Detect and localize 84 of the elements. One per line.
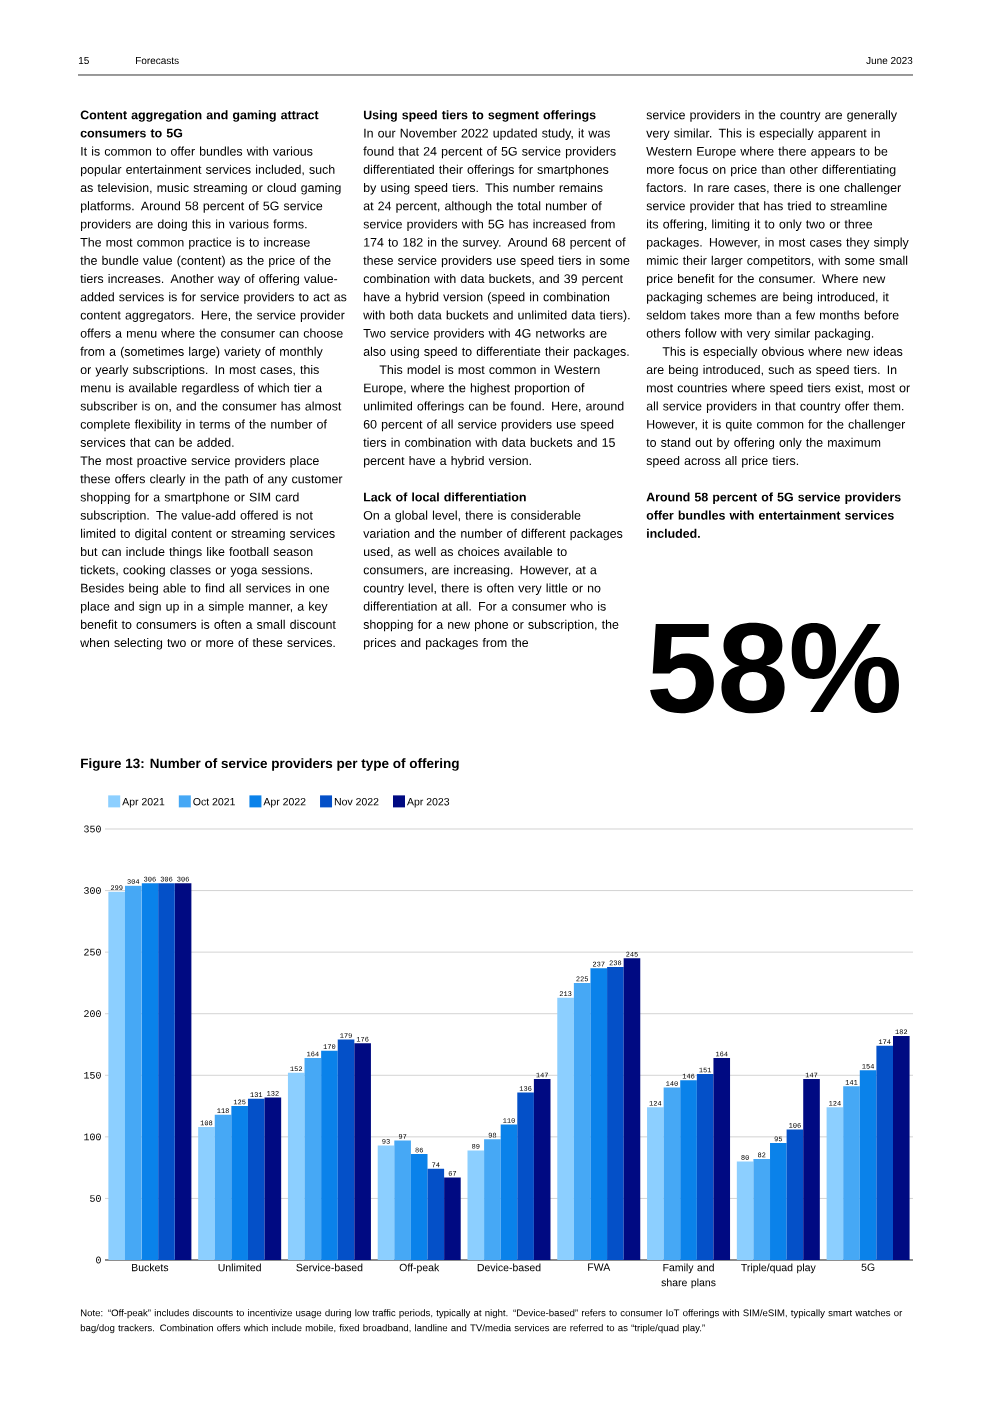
bar (158, 883, 175, 1260)
bar (859, 1070, 877, 1260)
x-tick-label: Triple/quad play (741, 1263, 816, 1274)
text: It is common to offer bundles with various popular entertainment services included, such as television, music streaming or cloud gaming platforms. Around 58 percent of 5G service providers are doing this in various forms. The most common practice is to increase the bundle value (content) as the price of the tiers increases. Another way of offering value-added services is for service providers to act as content aggregators. Here, the service provider offers a menu where the consumer can choose from a (sometimes large) variety of monthly or yearly subscriptions. In most cases, this menu is available regardless of which tier a subscriber is on, and the consumer has almost complete flexibility in terms of the number of services that can be added. (80, 146, 347, 447)
bar (394, 1140, 411, 1260)
text: Forecasts (136, 57, 179, 65)
legend-label: Apr 2021 (122, 797, 165, 808)
bar (517, 1092, 534, 1260)
text: Around 58 percent of 5G service providers offer bundles with entertainment services included. (646, 492, 901, 538)
bar (803, 1078, 820, 1260)
text: The most proactive service providers place these offers clearly in the path of any customer shopping for a smartphone or SIM card subscription. The value-add offered is not limited to digital content or streaming services but can include things like football season tickets, cooking classes or yoga sessions. Besides being able to find all services in one place and sign up in a simple manner, a key benefit to consumers is often a small discount when selecting two or more of these services. (80, 455, 343, 650)
bar (214, 1114, 232, 1260)
bar (287, 1072, 305, 1260)
bar (713, 1058, 731, 1260)
text: 15 (78, 57, 89, 65)
bar (623, 958, 641, 1260)
legend-label: Oct 2021 (193, 797, 235, 806)
bar (573, 982, 591, 1260)
legend-label: Apr 2022 (263, 797, 306, 808)
bar (843, 1086, 860, 1260)
text: This is especially obvious where new ideas are being introduced, such as speed tiers. In most countries where speed tiers exist, most or all service providers in that country offer them. However, it is quite common for the challenger to stand out by offering only the maximum speed across all price tiers. (646, 346, 910, 468)
bar (893, 1035, 910, 1260)
y-tick-label: 50 (90, 1195, 101, 1202)
bar (444, 1177, 461, 1260)
x-tick-label: Buckets (132, 1263, 169, 1272)
bar (696, 1074, 714, 1260)
x-tick-label: Service-based (296, 1263, 363, 1272)
y-tick-label: 150 (84, 1071, 101, 1079)
bar (557, 997, 574, 1260)
bar (753, 1159, 771, 1260)
bar (427, 1168, 445, 1260)
bar (337, 1039, 355, 1260)
bar (500, 1124, 518, 1260)
y-tick-label: 0 (96, 1256, 101, 1264)
text: On a global level, there is considerable variation and the number of different packages used, as well as choices available to consumers, are increasing. However, at a country level, there is often very little or no differentiation at all. For a consumer who is shopping for a new phone or subscription, the prices and packages from the (363, 510, 623, 650)
y-tick-label: 100 (84, 1133, 101, 1141)
x-tick-label: Device-based (477, 1263, 541, 1272)
legend-label: Nov 2022 (334, 797, 379, 806)
bar (736, 1161, 754, 1260)
text: service providers in the country are generally very similar. This is especially apparent in Western Europe where there appears to be more focus on price than other differentiating factors. In rare cases, there is one challenger service provider that has tried to streamline its offering, limiting it to only two or three packages. However, in most cases they simply mimic their larger competitors, with some small price benefit for the consumer. Where new packaging schemes are being introduced, it seldom takes more than a few months before others follow with very similar packaging. (646, 110, 909, 341)
bar (247, 1098, 265, 1260)
bar (141, 883, 159, 1260)
x-tick-label: Off-peak (399, 1263, 440, 1274)
bar (647, 1107, 664, 1260)
legend-label: Apr 2023 (407, 797, 450, 808)
y-tick-label: 350 (84, 825, 101, 833)
bar (680, 1080, 697, 1260)
y-tick-label: 300 (84, 887, 101, 894)
bar (354, 1043, 371, 1260)
chart-title: Figure 13: Number of service providers per type of offering (81, 758, 459, 771)
bar (264, 1097, 282, 1260)
y-tick-label: 200 (84, 1010, 101, 1018)
bar (231, 1106, 248, 1260)
bar (321, 1050, 338, 1260)
x-tick-label: Family and share plans (661, 1263, 716, 1289)
y-tick-label: 250 (84, 948, 101, 956)
x-tick-label: FWA (588, 1263, 611, 1271)
text: This model is most common in Western Europe, where the highest proportion of unlimited offerings can be found. Here, around 60 percent of all service providers use speed tiers in combination with data buckets and 15 percent have a hybrid version. (363, 364, 624, 468)
text: Lack of local differentiation (364, 492, 526, 502)
bar (533, 1078, 551, 1260)
text: In our November 2022 updated study, it was found that 24 percent of 5G service providers differentiated their offerings for smartphones by using speed tiers. This number remains at 24 percent, although the total number of service providers with 5G has increased from 174 to 182 in the survey. Around 68 percent of these service providers use speed tiers in some combination with data buckets, and 39 percent have a hybrid version (speed in combination with both data buckets and unlimited data tiers). Two service providers with 4G networks are also using speed to differentiate their packages. (363, 128, 630, 359)
bar (174, 883, 192, 1260)
bar (410, 1154, 428, 1260)
text: Note: “Off-peak” includes discounts to incentivize usage during low traffic periods, typically at night. “Device-based” refers to consumer IoT offerings with SIM/eSIM, typically smart watches or bag/dog trackers. Combination offers which include mobile, fixed broadband, landline and TV/media services are referred to as “triple/quad play.” (80, 1309, 903, 1334)
text: Using speed tiers to segment offerings (363, 110, 596, 122)
bar (770, 1143, 787, 1260)
text: June 2023 (866, 57, 913, 65)
bar (377, 1145, 395, 1260)
bar (124, 885, 142, 1260)
text: Content aggregation and gaming attract consumers to 5G (80, 110, 319, 138)
bar (663, 1087, 681, 1260)
bar (590, 968, 608, 1260)
bar (108, 891, 125, 1260)
x-tick-label: Unlimited (218, 1263, 261, 1272)
text: 58% (650, 622, 899, 714)
bar (876, 1045, 893, 1260)
bar (786, 1129, 804, 1260)
bar (198, 1127, 215, 1260)
bar (826, 1107, 844, 1260)
bar (607, 966, 624, 1260)
x-tick-label: 5G (861, 1263, 875, 1271)
bar (467, 1150, 485, 1260)
bar (304, 1058, 322, 1260)
bar (484, 1139, 501, 1260)
